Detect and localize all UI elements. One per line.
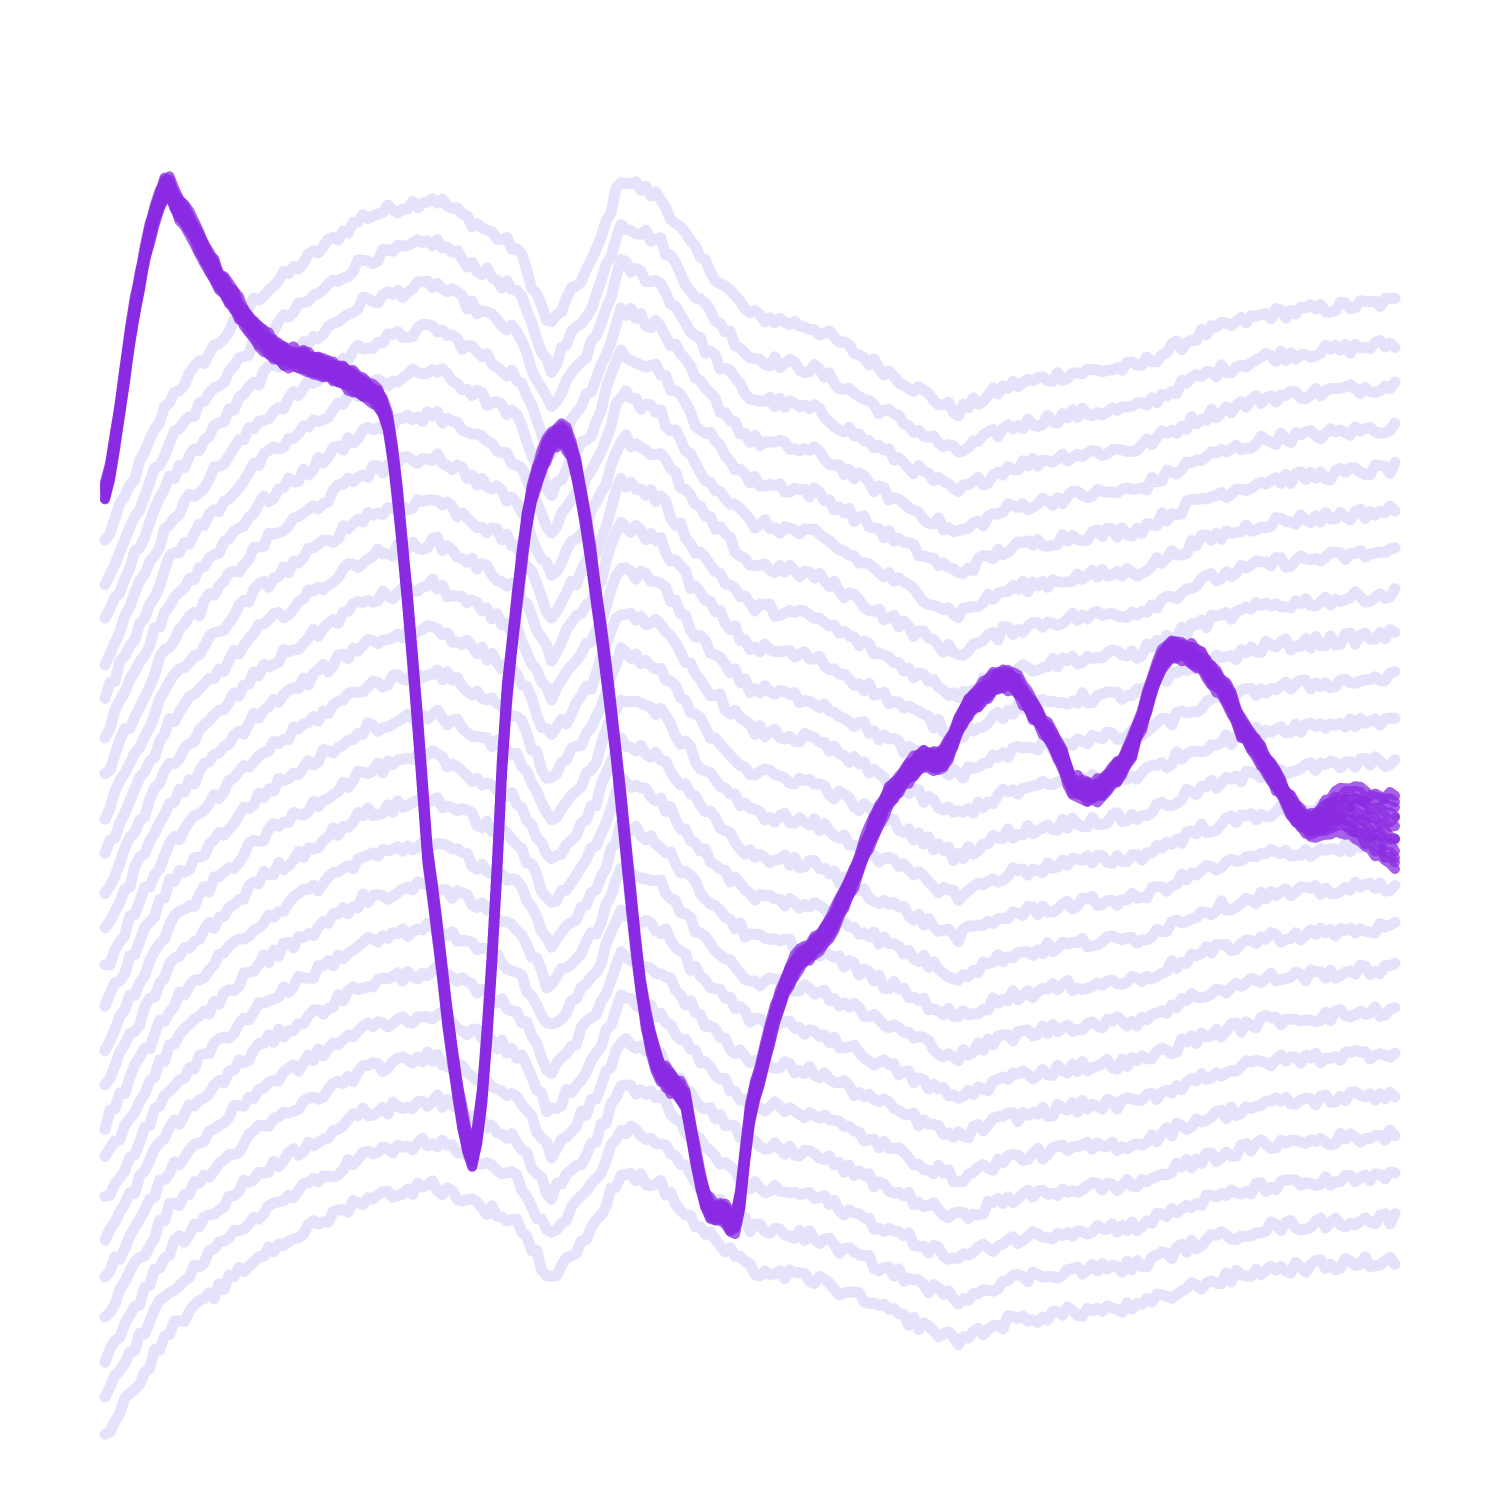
background-series-group (99, 176, 1401, 1440)
background-series-line-11 (99, 607, 1401, 934)
background-series-line-10 (99, 562, 1401, 900)
background-series-line-17 (99, 862, 1401, 1162)
background-series-line-3 (99, 254, 1401, 624)
background-series-line-6 (99, 385, 1401, 744)
background-series-line-15 (99, 771, 1401, 1091)
background-series-line-1 (99, 176, 1401, 546)
background-series-line-22 (99, 1079, 1401, 1368)
highlight-series-group (100, 171, 1400, 1239)
background-series-line-8 (99, 472, 1401, 825)
background-series-line-16 (99, 817, 1401, 1135)
background-series-line-9 (99, 517, 1401, 859)
background-series-line-12 (99, 642, 1401, 971)
background-series-line-7 (99, 429, 1401, 780)
background-series-line-13 (99, 694, 1401, 1012)
highlight-series-line-12 (100, 172, 1400, 1220)
background-series-line-5 (99, 344, 1401, 704)
background-series-line-18 (99, 904, 1401, 1202)
background-series-line-24 (99, 1167, 1401, 1440)
background-series-line-23 (99, 1120, 1401, 1403)
background-series-line-19 (99, 946, 1401, 1246)
background-series-line-2 (99, 219, 1401, 591)
background-series-line-14 (99, 732, 1401, 1057)
